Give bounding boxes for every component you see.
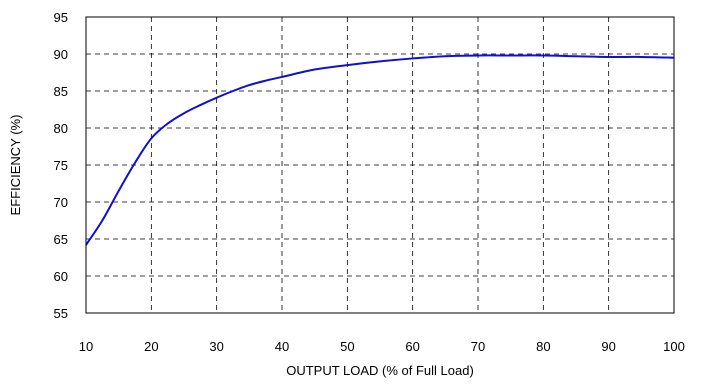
y-tick-label: 70 bbox=[54, 195, 68, 210]
y-tick-label: 75 bbox=[54, 158, 68, 173]
x-tick-label: 80 bbox=[536, 339, 550, 354]
x-tick-label: 20 bbox=[144, 339, 158, 354]
x-tick-label: 60 bbox=[405, 339, 419, 354]
efficiency-series-line bbox=[85, 54, 675, 246]
tick-labels: 10 20 30 40 50 60 70 80 90 100 55 60 65 70 75 80 85 90 95 bbox=[54, 10, 685, 354]
y-axis-label: EFFICIENCY (%) bbox=[8, 115, 23, 216]
series-layer bbox=[85, 54, 675, 246]
x-tick-label: 50 bbox=[340, 339, 354, 354]
x-tick-label: 30 bbox=[209, 339, 223, 354]
x-tick-label: 10 bbox=[79, 339, 93, 354]
grid-layer bbox=[86, 17, 674, 313]
y-tick-label: 90 bbox=[54, 47, 68, 62]
y-tick-label: 60 bbox=[54, 269, 68, 284]
x-axis-label: OUTPUT LOAD (% of Full Load) bbox=[286, 363, 474, 378]
y-tick-label: 80 bbox=[54, 121, 68, 136]
x-tick-label: 100 bbox=[663, 339, 685, 354]
plot-frame bbox=[85, 16, 675, 314]
x-tick-label: 90 bbox=[601, 339, 615, 354]
x-tick-label: 70 bbox=[471, 339, 485, 354]
y-tick-label: 85 bbox=[54, 84, 68, 99]
x-tick-label: 40 bbox=[275, 339, 289, 354]
y-tick-label: 55 bbox=[54, 306, 68, 321]
y-tick-label: 95 bbox=[54, 10, 68, 25]
y-tick-label: 65 bbox=[54, 232, 68, 247]
